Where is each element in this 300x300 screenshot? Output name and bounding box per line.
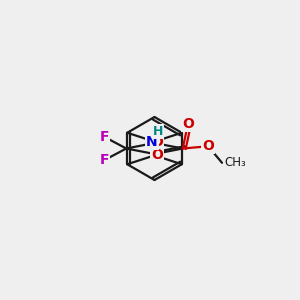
Text: O: O [202,139,214,153]
Text: F: F [100,130,109,144]
Text: CH₃: CH₃ [224,156,246,169]
Text: H: H [153,125,163,138]
Text: O: O [151,136,163,149]
Text: N: N [146,136,158,149]
Text: O: O [151,148,163,161]
Text: F: F [100,153,109,167]
Text: O: O [182,117,194,130]
